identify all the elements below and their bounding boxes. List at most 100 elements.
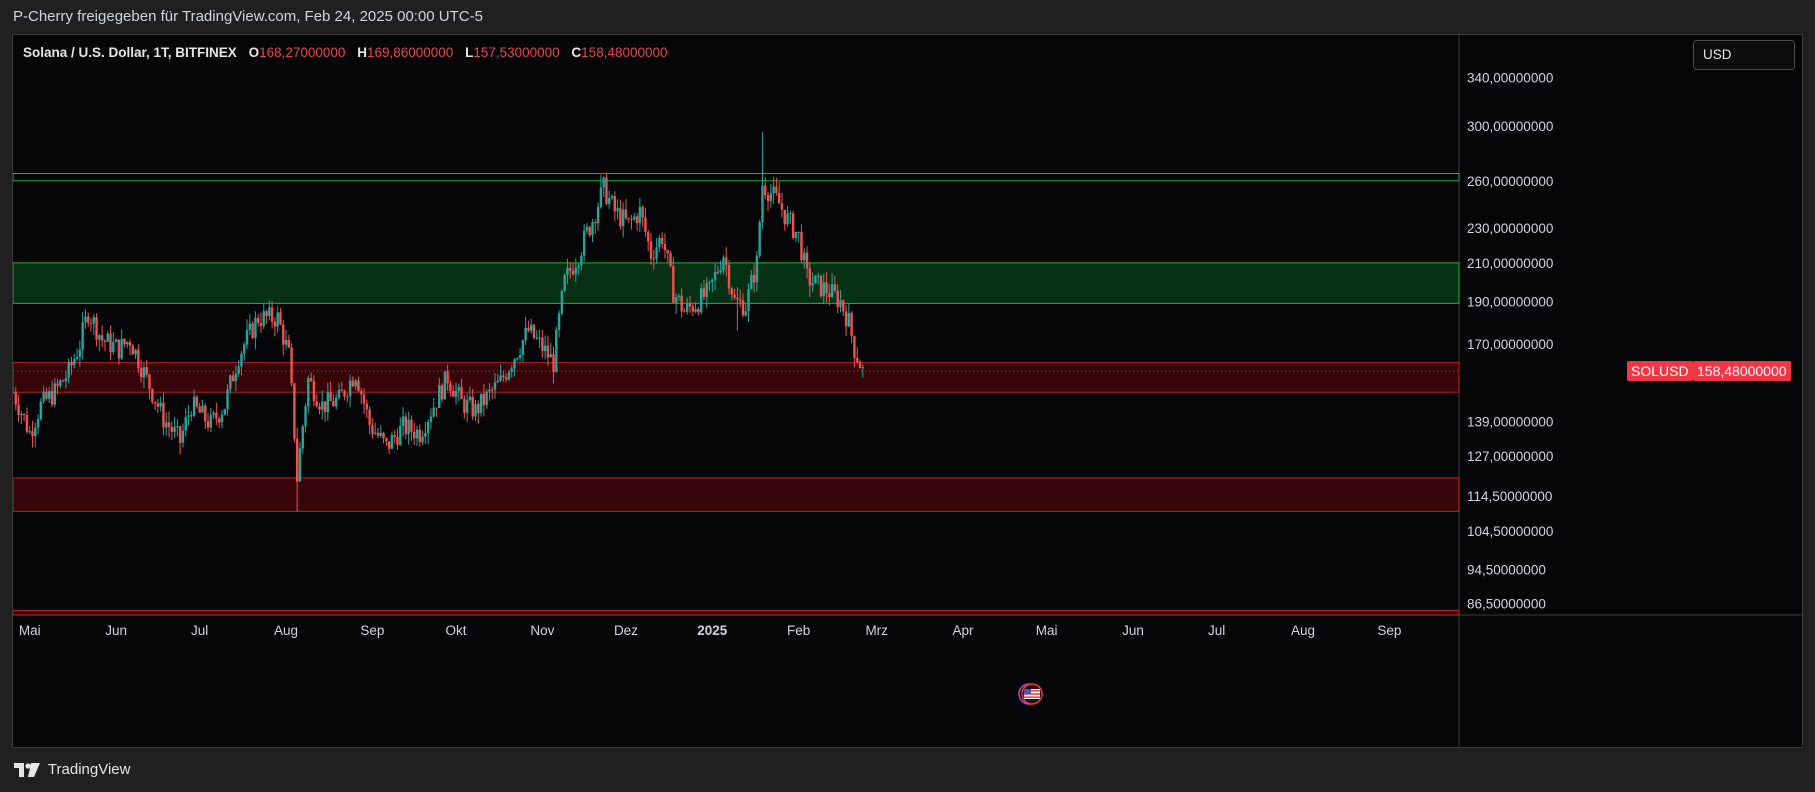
candle-body <box>117 339 121 359</box>
candle-body <box>178 426 182 443</box>
zone-supply[interactable] <box>13 262 1460 304</box>
tradingview-logo-icon <box>14 763 40 778</box>
candle-body <box>596 206 600 224</box>
candle-body <box>833 284 837 291</box>
zone-demand[interactable] <box>13 477 1460 512</box>
candle-body <box>588 226 591 236</box>
candle-body <box>719 270 722 272</box>
candle-body <box>371 425 374 434</box>
time-tick-label: Mai <box>1036 623 1058 638</box>
candle-body <box>808 268 812 286</box>
time-tick-label: Feb <box>787 623 810 638</box>
candle-body <box>585 226 589 231</box>
time-tick-label: Sep <box>1377 623 1401 638</box>
time-tick-label: Jul <box>191 623 208 638</box>
candle-body <box>736 297 739 300</box>
candle-body <box>270 307 274 322</box>
time-tick-label: Aug <box>1291 623 1315 638</box>
candle-body <box>828 293 831 297</box>
candle-body <box>298 448 302 482</box>
candle-body <box>421 436 424 443</box>
candle-body <box>582 230 586 256</box>
candle-body <box>610 196 614 198</box>
candle-body <box>70 361 73 366</box>
candle-body <box>507 371 511 380</box>
time-tick-label: 2025 <box>697 623 728 638</box>
candle-body <box>443 371 447 400</box>
candle-body <box>504 377 508 380</box>
time-tick-label: Mrz <box>865 623 888 638</box>
candle-body <box>780 203 784 210</box>
price-tick-label: 94,50000000 <box>1467 563 1546 578</box>
candle-body <box>20 413 23 416</box>
candle-body <box>491 389 494 391</box>
time-tick-label: Mai <box>19 623 41 638</box>
candle-body <box>741 300 745 316</box>
candle-body <box>170 427 174 432</box>
candle-body <box>811 283 814 286</box>
candle-body <box>240 353 243 367</box>
candle-body <box>674 297 678 303</box>
zone-support[interactable] <box>13 362 1460 393</box>
candle-body <box>435 407 438 409</box>
candle-body <box>315 401 318 407</box>
candle-body <box>440 385 444 400</box>
candle-body <box>438 385 441 408</box>
candle-body <box>220 414 224 423</box>
candle-body <box>209 414 213 428</box>
candle-body <box>212 412 215 415</box>
candle-body <box>31 431 34 437</box>
high-value: 169,86000000 <box>366 45 454 60</box>
candle-body <box>855 357 859 362</box>
candle-body <box>340 389 343 392</box>
candle-body <box>215 412 218 419</box>
candle-body <box>34 427 37 437</box>
candle-body <box>332 400 335 407</box>
candle-body <box>538 337 541 339</box>
candle-body <box>510 368 513 372</box>
candle-body <box>387 441 391 449</box>
candle-body <box>156 403 160 407</box>
candle-body <box>134 349 137 355</box>
us-flag-event-icon[interactable] <box>1013 683 1045 705</box>
candle-body <box>822 282 825 297</box>
candle-body <box>181 430 185 443</box>
candle-body <box>571 270 575 275</box>
candle-body <box>343 391 346 397</box>
candle-body <box>162 402 165 428</box>
chart-panel[interactable]: 340,00000000 300,00000000 260,00000000 230,… <box>12 34 1803 748</box>
time-tick-label: Aug <box>274 623 298 638</box>
zone-resistance[interactable] <box>13 173 1460 182</box>
candle-body <box>81 322 84 350</box>
candlestick-chart[interactable]: 340,00000000 300,00000000 260,00000000 230,… <box>13 35 1802 747</box>
candle-body <box>201 405 204 413</box>
candle-body <box>256 317 260 324</box>
candle-body <box>599 187 603 207</box>
candle-body <box>683 311 686 313</box>
candle-body <box>463 398 466 413</box>
candle-body <box>844 311 848 327</box>
candle-body <box>764 185 767 196</box>
zone-floor[interactable] <box>13 609 1460 616</box>
candle-body <box>14 392 17 405</box>
candle-body <box>284 339 288 345</box>
candle-body <box>527 327 530 331</box>
candle-body <box>36 419 40 428</box>
candle-body <box>577 265 580 268</box>
candle-body <box>516 358 519 360</box>
candle-body <box>348 380 352 397</box>
candle-body <box>301 426 304 449</box>
candle-body <box>649 241 653 259</box>
candle-body <box>535 337 538 339</box>
candle-body <box>354 380 357 387</box>
candle-body <box>262 311 265 326</box>
candle-body <box>816 275 820 277</box>
currency-button[interactable]: USD <box>1693 40 1795 70</box>
candle-body <box>613 196 617 212</box>
candle-body <box>638 206 642 224</box>
candle-body <box>365 403 369 410</box>
candle-body <box>666 250 669 254</box>
low-label: L <box>465 45 474 60</box>
candle-body <box>777 193 781 204</box>
price-tick-label: 170,00000000 <box>1467 337 1553 352</box>
